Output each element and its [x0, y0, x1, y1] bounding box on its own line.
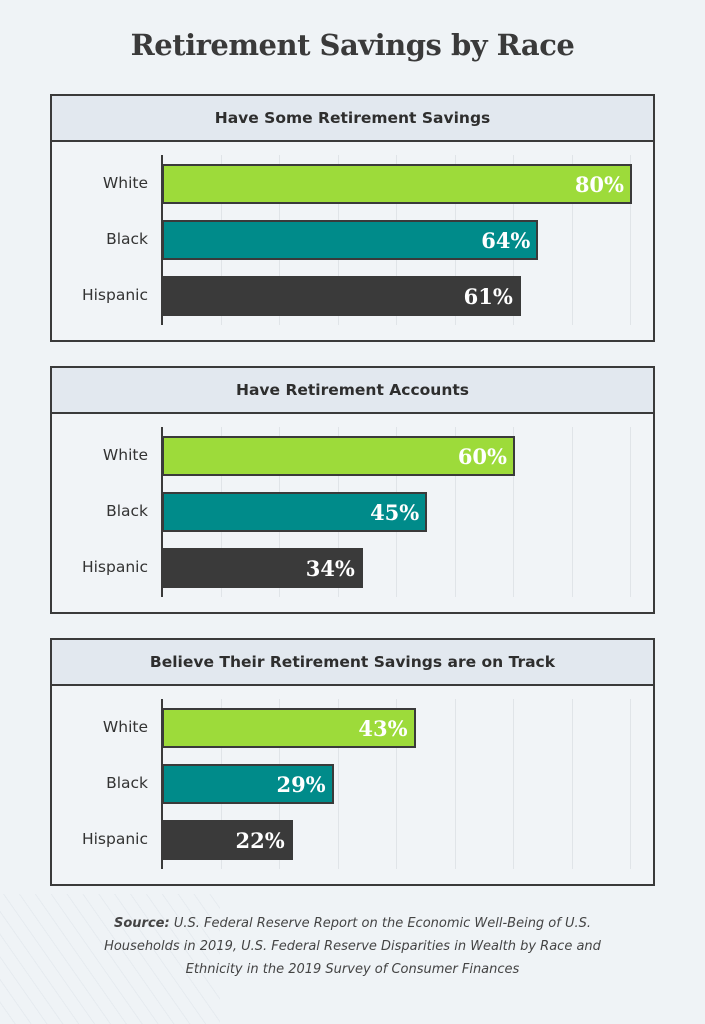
gridline [513, 427, 514, 597]
data-label: 61% [463, 284, 513, 309]
gridline [630, 427, 631, 597]
plot-area: White 43% Black 29% Hispanic 22% [52, 640, 653, 884]
gridline [454, 427, 456, 597]
category-label: White [102, 718, 148, 736]
gridline [454, 699, 456, 869]
bar-white: 43% [162, 708, 416, 748]
y-axis-line [161, 155, 163, 325]
plot-area: White 80% Black 64% Hispanic 61% [52, 96, 653, 340]
bar-black: 29% [162, 764, 334, 804]
bar-hispanic: 22% [162, 820, 293, 860]
source-note: Source: U.S. Federal Reserve Report on t… [80, 912, 625, 981]
data-label: 34% [305, 556, 355, 581]
category-label: Hispanic [81, 830, 148, 848]
gridline [396, 699, 397, 869]
gridline [630, 699, 631, 869]
category-label: White [102, 446, 148, 464]
bar-white: 80% [162, 164, 632, 204]
source-label: Source: [113, 916, 170, 931]
chart-title: Have Some Retirement Savings [52, 96, 653, 142]
gridline [630, 155, 631, 325]
bar-white: 60% [162, 436, 515, 476]
data-label: 22% [235, 828, 285, 853]
bar-black: 64% [162, 220, 539, 260]
data-label: 29% [276, 772, 326, 797]
data-label: 45% [370, 500, 420, 525]
category-label: White [102, 174, 148, 192]
gridline [571, 699, 573, 869]
data-label: 60% [457, 444, 507, 469]
bar-hispanic: 34% [162, 548, 363, 588]
chart-title: Have Retirement Accounts [52, 368, 653, 414]
source-text: U.S. Federal Reserve Report on the Econo… [104, 916, 601, 977]
data-label: 64% [481, 228, 531, 253]
y-axis-line [161, 699, 163, 869]
chart-title: Believe Their Retirement Savings are on … [52, 640, 653, 686]
category-label: Hispanic [81, 286, 148, 304]
category-label: Hispanic [81, 558, 148, 576]
chart-panel-some-savings: Have Some Retirement Savings White 80% Bla… [50, 94, 655, 342]
gridline [513, 699, 514, 869]
data-label: 43% [358, 716, 408, 741]
category-label: Black [106, 502, 148, 520]
chart-panel-retirement-accounts: Have Retirement Accounts White 60% Black 45… [50, 366, 655, 614]
gridline [571, 155, 573, 325]
category-label: Black [106, 230, 148, 248]
page-title: Retirement Savings by Race [130, 28, 575, 62]
chart-panel-on-track: Believe Their Retirement Savings are on … [50, 638, 655, 886]
data-label: 80% [574, 172, 624, 197]
bar-hispanic: 61% [162, 276, 521, 316]
category-label: Black [106, 774, 148, 792]
gridline [337, 699, 339, 869]
gridline [571, 427, 573, 597]
bar-black: 45% [162, 492, 428, 532]
background-stripes [0, 894, 220, 1024]
plot-area: White 60% Black 45% Hispanic 34% [52, 368, 653, 612]
y-axis-line [161, 427, 163, 597]
